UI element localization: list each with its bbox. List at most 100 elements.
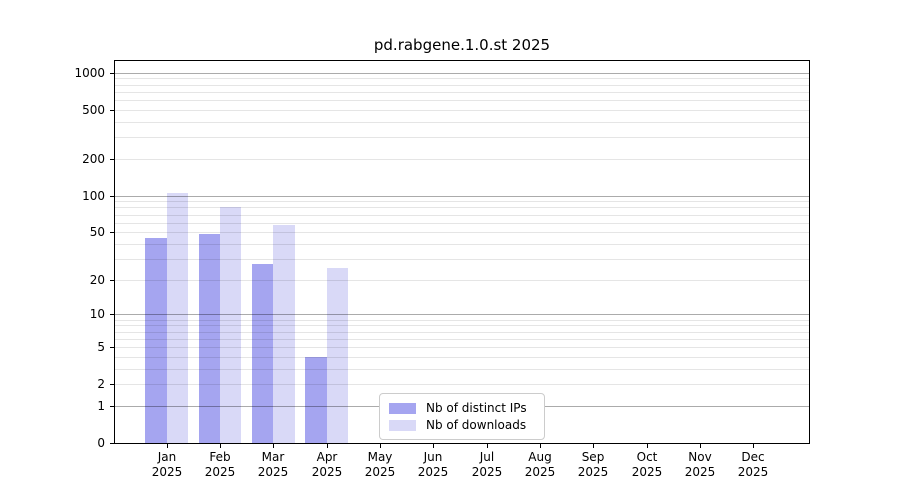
y-tick-1000 — [110, 73, 114, 74]
x-tick-month: Dec — [741, 450, 765, 464]
gridline-minor-y-8 — [115, 325, 809, 326]
x-tick-year: 2025 — [204, 465, 236, 479]
gridline-major-y-10 — [115, 314, 809, 315]
x-tick-dec — [753, 444, 754, 448]
gridline-minor-y-80 — [115, 207, 809, 208]
y-tick-100 — [110, 196, 114, 197]
x-tick-label-feb: Feb 2025 — [180, 450, 260, 480]
gridline-minor-y-9 — [115, 320, 809, 321]
y-tick-label-100: 100 — [82, 189, 105, 203]
x-tick-mar — [273, 444, 274, 448]
y-tick-label-10: 10 — [89, 307, 105, 321]
x-tick-nov — [700, 444, 701, 448]
x-tick-month: Mar — [261, 450, 285, 464]
x-tick-month: Jan — [157, 450, 177, 464]
x-tick-label-oct: Oct 2025 — [607, 450, 687, 480]
x-tick-may — [380, 444, 381, 448]
y-tick-label-5: 5 — [97, 340, 105, 354]
gridline-minor-y-900 — [115, 78, 809, 79]
x-tick-month: Feb — [209, 450, 231, 464]
x-tick-month: Apr — [316, 450, 338, 464]
bar-downloads-feb — [220, 206, 242, 443]
x-tick-month: Oct — [636, 450, 658, 464]
gridline-minor-y-200 — [115, 159, 809, 160]
plot-area — [114, 60, 810, 444]
y-tick-20 — [110, 280, 114, 281]
y-tick-label-20: 20 — [89, 273, 105, 287]
gridline-minor-y-500 — [115, 110, 809, 111]
x-tick-year: 2025 — [151, 465, 183, 479]
x-tick-jan — [167, 444, 168, 448]
x-tick-month: Jun — [423, 450, 443, 464]
bar-distinct-ips-apr — [305, 356, 327, 443]
gridline-minor-y-7 — [115, 332, 809, 333]
y-tick-label-1000: 1000 — [74, 66, 105, 80]
gridline-minor-y-5 — [115, 347, 809, 348]
gridline-minor-y-90 — [115, 201, 809, 202]
x-tick-apr — [327, 444, 328, 448]
gridline-minor-y-300 — [115, 137, 809, 138]
y-tick-label-200: 200 — [82, 152, 105, 166]
gridline-minor-y-20 — [115, 280, 809, 281]
x-tick-year: 2025 — [311, 465, 343, 479]
x-tick-aug — [540, 444, 541, 448]
x-tick-jul — [487, 444, 488, 448]
gridline-minor-y-60 — [115, 223, 809, 224]
y-tick-label-50: 50 — [89, 225, 105, 239]
x-tick-label-apr: Apr 2025 — [287, 450, 367, 480]
gridline-major-y-100 — [115, 196, 809, 197]
gridline-minor-y-40 — [115, 244, 809, 245]
y-tick-5 — [110, 347, 114, 348]
x-tick-label-aug: Aug 2025 — [500, 450, 580, 480]
y-tick-50 — [110, 232, 114, 233]
x-tick-year: 2025 — [524, 465, 556, 479]
x-tick-month: Aug — [528, 450, 552, 464]
x-tick-oct — [647, 444, 648, 448]
x-tick-label-nov: Nov 2025 — [660, 450, 740, 480]
x-tick-year: 2025 — [577, 465, 609, 479]
gridline-major-y-1000 — [115, 73, 809, 74]
legend-label-distinct-ips: Nb of distinct IPs — [426, 401, 527, 415]
x-tick-year: 2025 — [631, 465, 663, 479]
y-tick-0 — [110, 443, 114, 444]
x-tick-sep — [593, 444, 594, 448]
x-tick-year: 2025 — [737, 465, 769, 479]
x-tick-month: May — [367, 450, 393, 464]
y-tick-label-500: 500 — [82, 103, 105, 117]
legend-row-distinct-ips: Nb of distinct IPs — [389, 400, 536, 416]
gridline-minor-y-700 — [115, 92, 809, 93]
bar-distinct-ips-mar — [252, 264, 274, 443]
legend-row-downloads: Nb of downloads — [389, 417, 536, 433]
y-tick-label-1: 1 — [97, 399, 105, 413]
x-tick-jun — [433, 444, 434, 448]
y-tick-10 — [110, 314, 114, 315]
y-tick-label-0: 0 — [97, 436, 105, 450]
x-tick-year: 2025 — [471, 465, 503, 479]
y-tick-1 — [110, 406, 114, 407]
bar-distinct-ips-feb — [198, 234, 221, 443]
y-tick-2 — [110, 384, 114, 385]
gridline-minor-y-50 — [115, 232, 809, 233]
gridline-minor-y-70 — [115, 215, 809, 216]
x-tick-label-sep: Sep 2025 — [553, 450, 633, 480]
x-tick-month: Nov — [688, 450, 712, 464]
y-tick-500 — [110, 110, 114, 111]
bar-downloads-jan — [166, 193, 188, 443]
gridline-minor-y-30 — [115, 259, 809, 260]
x-tick-label-jan: Jan 2025 — [127, 450, 207, 480]
gridline-minor-y-400 — [115, 122, 809, 123]
gridline-minor-y-6 — [115, 339, 809, 340]
x-tick-year: 2025 — [364, 465, 396, 479]
legend-swatch-downloads — [389, 419, 416, 431]
bar-downloads-apr — [326, 268, 348, 443]
legend-label-downloads: Nb of downloads — [426, 418, 527, 432]
gridline-minor-y-3 — [115, 369, 809, 370]
x-tick-month: Sep — [581, 450, 605, 464]
x-tick-year: 2025 — [417, 465, 449, 479]
legend-swatch-distinct-ips — [389, 402, 416, 414]
x-tick-label-jun: Jun 2025 — [393, 450, 473, 480]
bar-downloads-mar — [273, 225, 295, 443]
x-tick-label-may: May 2025 — [340, 450, 420, 480]
x-tick-year: 2025 — [257, 465, 289, 479]
